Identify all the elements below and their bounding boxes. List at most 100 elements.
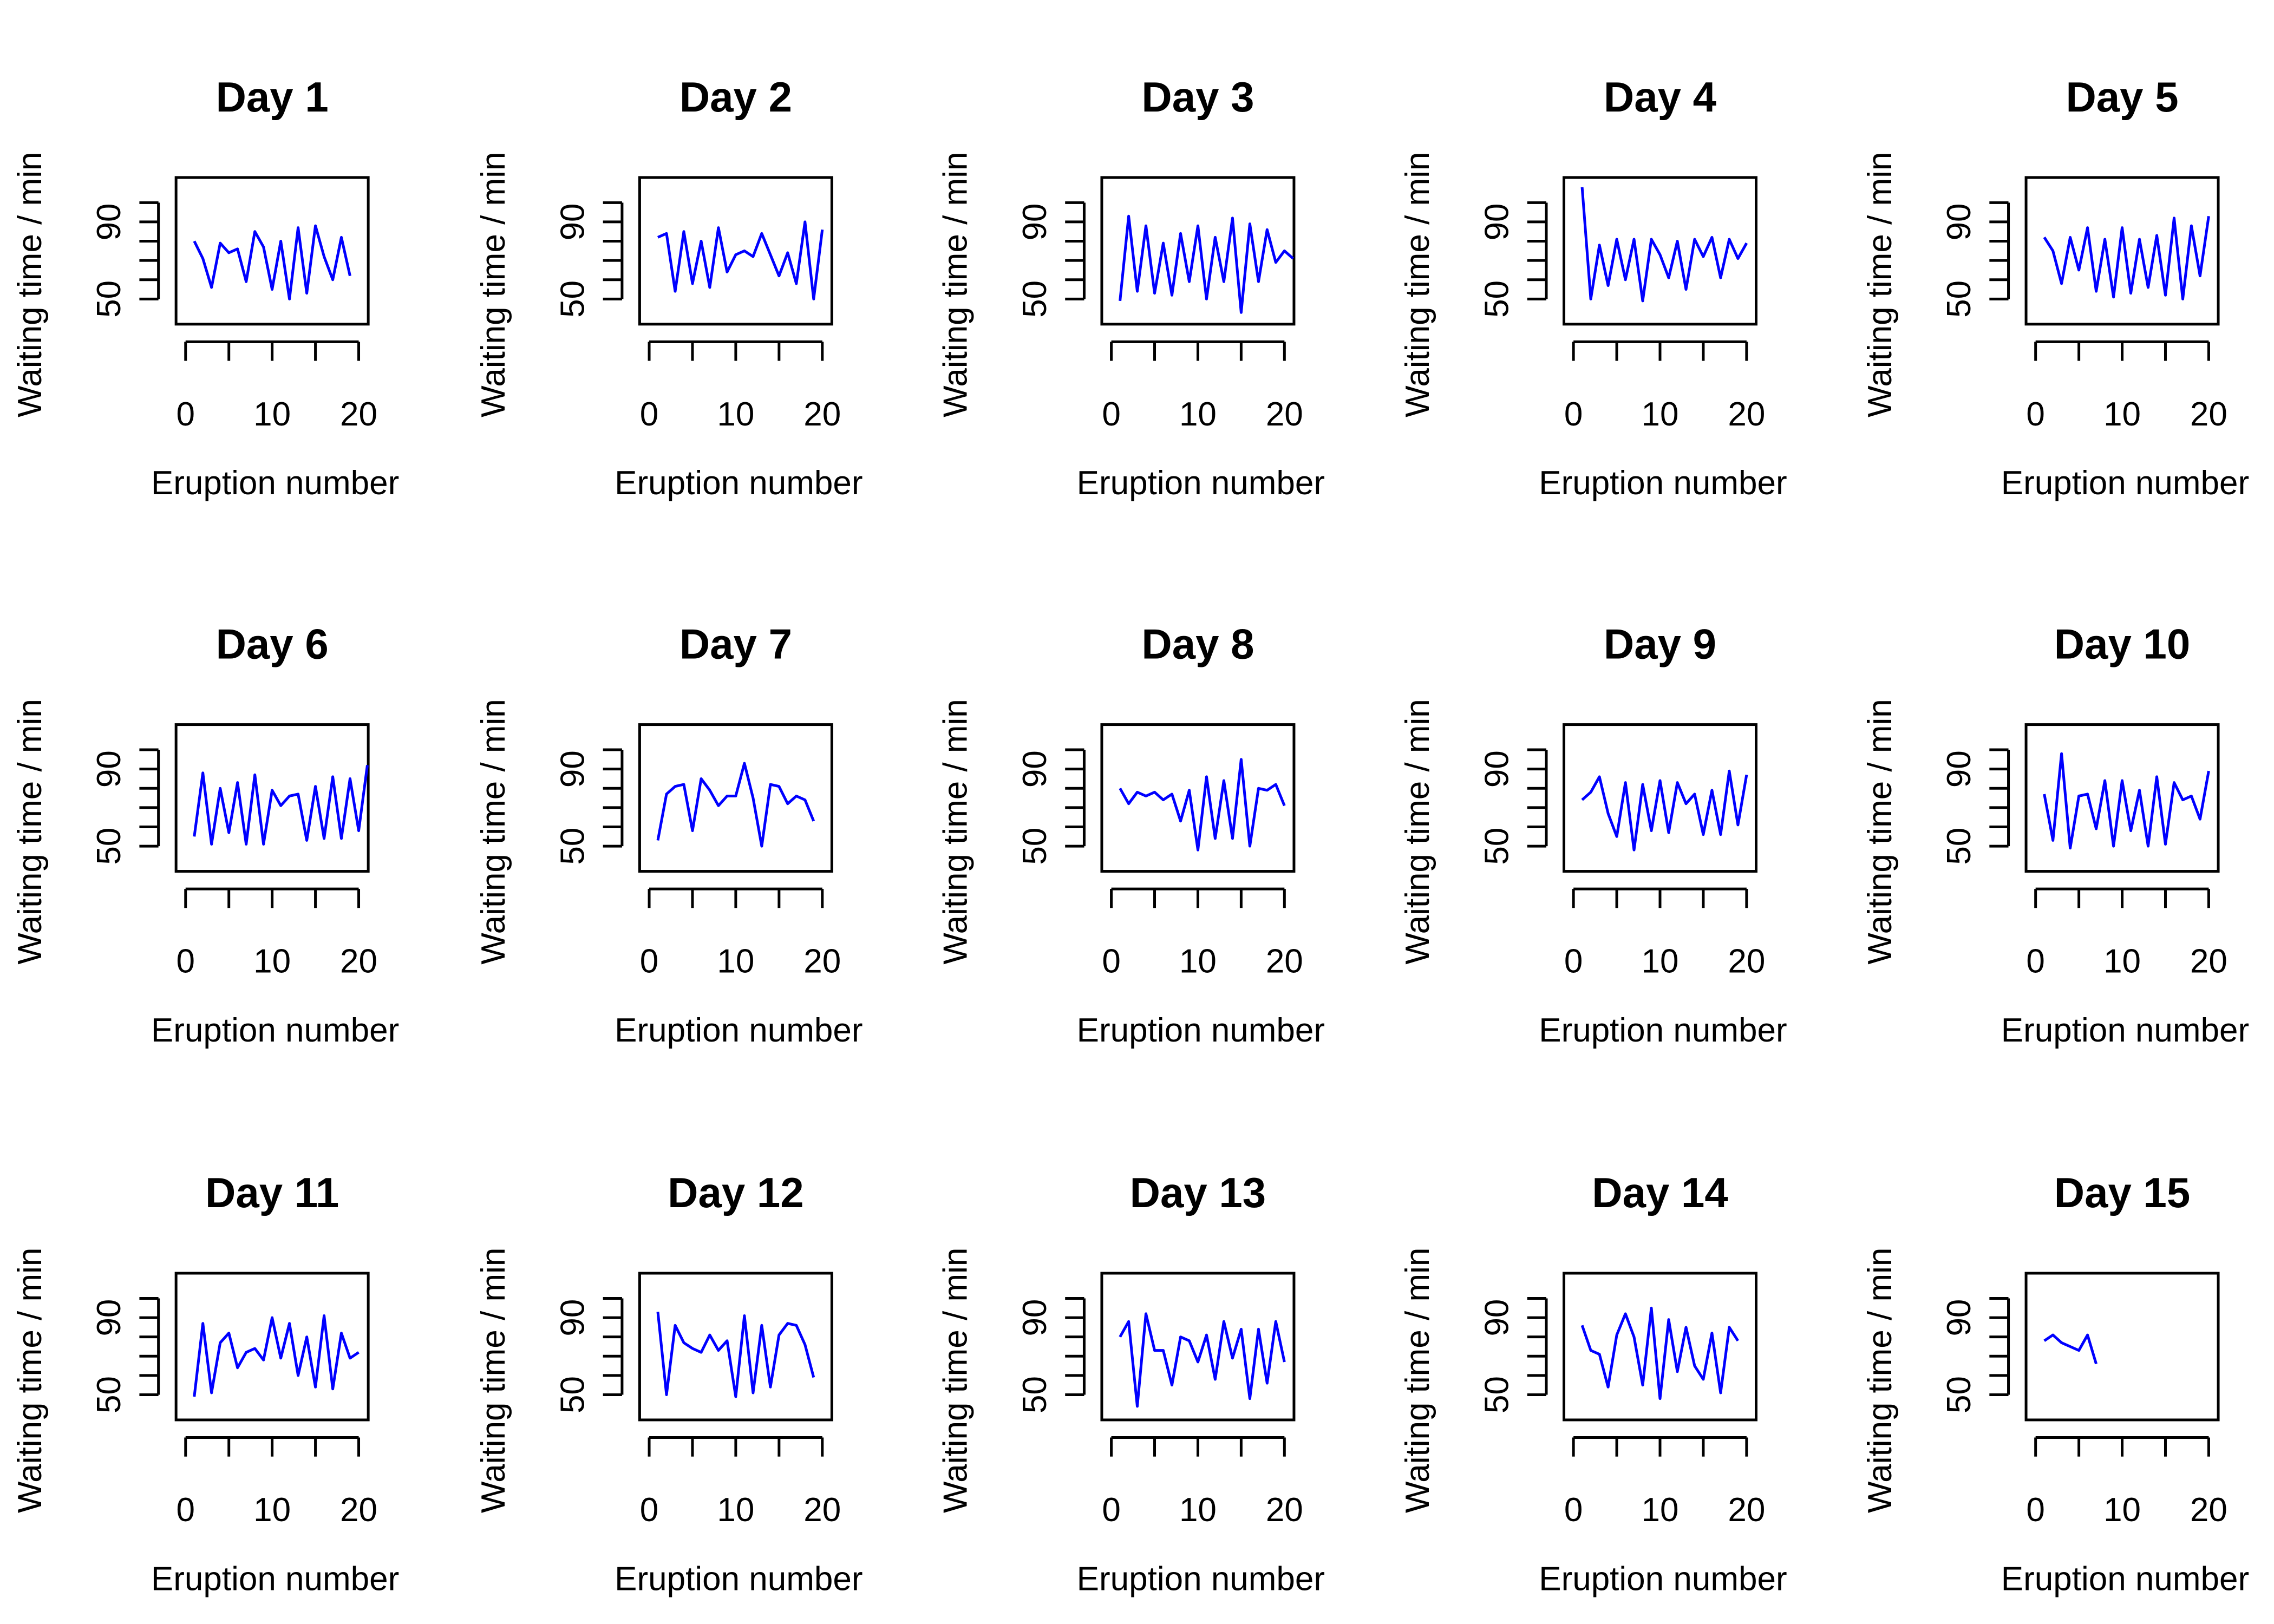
plot-frame bbox=[174, 723, 370, 873]
y-axis-label: Waiting time / min bbox=[11, 699, 49, 964]
panel-11: Day 11 50 90 Waiting time / min 0 10 20 Eruptio… bbox=[11, 1169, 399, 1597]
plot-frame bbox=[1563, 176, 1757, 326]
panel-7: Day 7 50 90 Waiting time / min 0 10 20 Eruption… bbox=[475, 620, 862, 1049]
panel-title: Day 10 bbox=[2054, 620, 2191, 668]
panel-title: Day 2 bbox=[679, 73, 792, 121]
panel-1: Day 1 50 90 Waiting time / min 0 10 20 Eruption… bbox=[11, 73, 399, 502]
panel-title: Day 15 bbox=[2054, 1169, 2191, 1216]
panel-title: Day 11 bbox=[205, 1169, 339, 1216]
x-tick-label: 20 bbox=[2190, 396, 2227, 433]
x-axis-label: Eruption number bbox=[2001, 1560, 2249, 1597]
y-tick-label: 90 bbox=[1940, 203, 1978, 240]
x-tick-label: 10 bbox=[1179, 1491, 1217, 1529]
y-tick-label: 90 bbox=[1016, 750, 1054, 788]
panel-13: Day 13 50 90 Waiting time / min 0 10 20 Eruptio… bbox=[937, 1169, 1325, 1597]
panel-title: Day 8 bbox=[1141, 620, 1254, 668]
x-tick-label: 0 bbox=[640, 1491, 658, 1529]
panel-6: Day 6 50 90 Waiting time / min 0 10 20 Eruption… bbox=[11, 620, 399, 1049]
x-tick-label: 10 bbox=[253, 943, 291, 980]
y-axis-label: Waiting time / min bbox=[1399, 1248, 1436, 1513]
y-tick-label: 50 bbox=[90, 828, 128, 865]
panel-title: Day 14 bbox=[1592, 1169, 1728, 1216]
x-tick-label: 0 bbox=[1102, 1491, 1120, 1529]
plot-frame bbox=[1563, 1272, 1757, 1422]
y-axis-label: Waiting time / min bbox=[937, 699, 975, 964]
y-axis-label: Waiting time / min bbox=[1399, 699, 1436, 964]
x-tick-label: 0 bbox=[1102, 943, 1120, 980]
panel-9: Day 9 50 90 Waiting time / min 0 10 20 Eruption… bbox=[1399, 620, 1787, 1049]
x-tick-label: 20 bbox=[1728, 396, 1765, 433]
x-axis-label: Eruption number bbox=[1539, 1560, 1787, 1597]
x-tick-label: 0 bbox=[177, 396, 195, 433]
y-axis-label: Waiting time / min bbox=[11, 152, 49, 417]
x-tick-label: 20 bbox=[1266, 943, 1303, 980]
x-tick-label: 20 bbox=[1266, 1491, 1303, 1529]
x-tick-label: 20 bbox=[340, 943, 377, 980]
waiting-time-series-line bbox=[2043, 752, 2210, 850]
panel-title: Day 9 bbox=[1604, 620, 1716, 668]
x-tick-label: 0 bbox=[2026, 1491, 2044, 1529]
y-tick-label: 90 bbox=[1016, 203, 1054, 240]
x-axis-label: Eruption number bbox=[615, 1560, 862, 1597]
waiting-time-series-line bbox=[656, 1312, 815, 1398]
x-tick-label: 20 bbox=[803, 943, 841, 980]
y-tick-label: 90 bbox=[554, 203, 591, 240]
x-tick-label: 10 bbox=[2103, 1491, 2141, 1529]
y-axis-label: Waiting time / min bbox=[1861, 699, 1899, 964]
plot-frame bbox=[174, 1272, 370, 1422]
x-tick-label: 20 bbox=[1266, 396, 1303, 433]
x-tick-label: 10 bbox=[717, 1491, 754, 1529]
plot-frame bbox=[2024, 176, 2220, 326]
waiting-time-series-line bbox=[193, 224, 351, 300]
x-tick-label: 20 bbox=[2190, 943, 2227, 980]
waiting-time-series-line bbox=[1119, 758, 1286, 852]
panel-4: Day 4 50 90 Waiting time / min 0 10 20 Eruption… bbox=[1399, 73, 1787, 502]
plot-frame bbox=[2024, 1272, 2220, 1422]
x-tick-label: 0 bbox=[1564, 396, 1583, 433]
panel-title: Day 4 bbox=[1604, 73, 1716, 121]
x-tick-label: 10 bbox=[717, 396, 754, 433]
waiting-time-series-line bbox=[2043, 1333, 2097, 1365]
y-tick-label: 90 bbox=[1479, 203, 1516, 240]
panel-3: Day 3 50 90 Waiting time / min 0 10 20 Eruption… bbox=[937, 73, 1325, 502]
y-axis-label: Waiting time / min bbox=[1861, 152, 1899, 417]
x-axis-label: Eruption number bbox=[615, 1012, 862, 1049]
x-tick-label: 10 bbox=[1642, 943, 1679, 980]
x-tick-label: 10 bbox=[253, 1491, 291, 1529]
x-tick-label: 20 bbox=[1728, 1491, 1765, 1529]
waiting-time-series-line bbox=[1581, 769, 1748, 852]
x-axis-label: Eruption number bbox=[1077, 1560, 1325, 1597]
panel-title: Day 13 bbox=[1130, 1169, 1266, 1216]
plot-frame bbox=[638, 723, 833, 873]
waiting-time-series-line bbox=[1119, 214, 1294, 314]
x-axis-label: Eruption number bbox=[1539, 464, 1787, 502]
x-tick-label: 10 bbox=[2103, 396, 2141, 433]
plot-frame bbox=[1100, 176, 1296, 326]
x-axis-label: Eruption number bbox=[151, 464, 399, 502]
x-axis-label: Eruption number bbox=[1077, 1012, 1325, 1049]
y-tick-label: 50 bbox=[90, 280, 128, 318]
x-axis-label: Eruption number bbox=[1077, 464, 1325, 502]
x-tick-label: 0 bbox=[640, 943, 658, 980]
x-axis-label: Eruption number bbox=[1539, 1012, 1787, 1049]
y-tick-label: 50 bbox=[1479, 1376, 1516, 1413]
x-axis-label: Eruption number bbox=[151, 1012, 399, 1049]
y-tick-label: 90 bbox=[90, 1299, 128, 1337]
waiting-time-series-line bbox=[656, 762, 815, 848]
y-axis-label: Waiting time / min bbox=[1861, 1248, 1899, 1513]
y-tick-label: 50 bbox=[1016, 280, 1054, 318]
y-tick-label: 50 bbox=[1940, 280, 1978, 318]
waiting-time-series-line bbox=[1580, 187, 1748, 303]
panel-8: Day 8 50 90 Waiting time / min 0 10 20 Eruption… bbox=[937, 620, 1325, 1049]
y-tick-label: 50 bbox=[554, 1376, 591, 1413]
panel-2: Day 2 50 90 Waiting time / min 0 10 20 Eruption… bbox=[475, 73, 862, 502]
y-tick-label: 50 bbox=[1940, 828, 1978, 865]
x-tick-label: 10 bbox=[1179, 396, 1217, 433]
y-axis-label: Waiting time / min bbox=[475, 152, 512, 417]
x-tick-label: 0 bbox=[177, 943, 195, 980]
x-tick-label: 20 bbox=[803, 396, 841, 433]
x-tick-label: 0 bbox=[177, 1491, 195, 1529]
y-tick-label: 90 bbox=[90, 750, 128, 788]
x-tick-label: 20 bbox=[340, 396, 377, 433]
panel-title: Day 1 bbox=[216, 73, 329, 121]
